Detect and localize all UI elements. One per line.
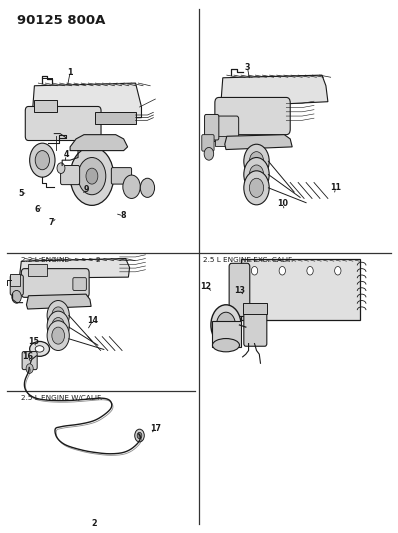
Circle shape — [47, 321, 69, 351]
Text: 10: 10 — [277, 199, 289, 208]
Text: 11: 11 — [330, 183, 341, 192]
Circle shape — [244, 171, 269, 205]
Text: 3: 3 — [245, 63, 250, 71]
Circle shape — [307, 266, 313, 275]
Text: 13: 13 — [234, 286, 245, 295]
Text: 12: 12 — [201, 282, 212, 291]
Circle shape — [70, 147, 114, 205]
Polygon shape — [32, 83, 142, 120]
Text: 4: 4 — [63, 150, 69, 159]
Text: 16: 16 — [22, 352, 33, 361]
Polygon shape — [70, 135, 128, 151]
Text: 2: 2 — [96, 257, 101, 263]
Circle shape — [57, 163, 65, 173]
Circle shape — [244, 158, 269, 191]
FancyBboxPatch shape — [25, 107, 101, 141]
Circle shape — [137, 432, 142, 439]
FancyBboxPatch shape — [215, 136, 226, 147]
FancyBboxPatch shape — [73, 278, 86, 290]
Circle shape — [86, 168, 98, 184]
Circle shape — [35, 151, 49, 169]
Ellipse shape — [35, 346, 44, 352]
FancyBboxPatch shape — [241, 259, 360, 320]
Circle shape — [47, 311, 69, 341]
FancyBboxPatch shape — [21, 269, 89, 297]
Circle shape — [47, 301, 69, 330]
Ellipse shape — [213, 338, 240, 352]
Text: 8: 8 — [121, 212, 127, 221]
FancyBboxPatch shape — [10, 275, 23, 295]
FancyBboxPatch shape — [33, 100, 57, 112]
Text: 2.5 L ENGINE W/CALIF.: 2.5 L ENGINE W/CALIF. — [21, 395, 102, 401]
Text: 90125 800A: 90125 800A — [18, 14, 106, 27]
Circle shape — [52, 327, 64, 344]
Text: 17: 17 — [150, 424, 161, 433]
Circle shape — [26, 364, 33, 373]
FancyBboxPatch shape — [202, 135, 214, 151]
Circle shape — [217, 312, 236, 338]
Polygon shape — [221, 75, 328, 107]
Circle shape — [140, 178, 154, 197]
Polygon shape — [20, 259, 130, 278]
FancyBboxPatch shape — [205, 115, 219, 140]
FancyBboxPatch shape — [229, 263, 250, 317]
Circle shape — [252, 266, 258, 275]
Text: 7: 7 — [49, 219, 54, 228]
Circle shape — [78, 158, 106, 195]
Circle shape — [279, 266, 285, 275]
Circle shape — [250, 178, 263, 197]
Text: 2.5 L ENGINE EXC. CALIF.: 2.5 L ENGINE EXC. CALIF. — [203, 257, 293, 263]
Circle shape — [250, 165, 263, 184]
Circle shape — [211, 305, 241, 345]
Text: 15: 15 — [28, 337, 39, 346]
Ellipse shape — [29, 342, 49, 357]
Polygon shape — [27, 294, 91, 309]
Text: 1: 1 — [67, 68, 73, 77]
FancyBboxPatch shape — [28, 264, 47, 276]
Text: 14: 14 — [87, 316, 98, 325]
FancyBboxPatch shape — [243, 303, 267, 314]
Polygon shape — [225, 135, 292, 150]
Text: 2.2 L ENGINE: 2.2 L ENGINE — [21, 257, 68, 263]
Circle shape — [135, 429, 144, 442]
FancyBboxPatch shape — [212, 321, 241, 347]
Circle shape — [12, 290, 21, 303]
Text: 6: 6 — [35, 205, 40, 214]
FancyBboxPatch shape — [60, 165, 80, 184]
Circle shape — [52, 318, 64, 335]
Circle shape — [204, 148, 214, 160]
Text: 2: 2 — [91, 519, 97, 528]
FancyBboxPatch shape — [244, 308, 267, 346]
FancyBboxPatch shape — [10, 274, 20, 286]
FancyBboxPatch shape — [215, 98, 290, 135]
FancyBboxPatch shape — [213, 116, 239, 142]
Text: 5: 5 — [19, 189, 24, 198]
FancyBboxPatch shape — [111, 167, 132, 184]
FancyBboxPatch shape — [22, 352, 37, 369]
Circle shape — [52, 307, 64, 324]
Circle shape — [244, 144, 269, 178]
Circle shape — [29, 143, 55, 177]
Circle shape — [250, 152, 263, 171]
FancyBboxPatch shape — [95, 112, 137, 124]
Text: 9: 9 — [83, 185, 89, 194]
Circle shape — [123, 175, 140, 198]
Circle shape — [335, 266, 341, 275]
